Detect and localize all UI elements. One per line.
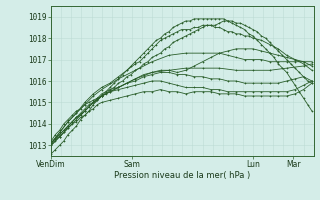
X-axis label: Pression niveau de la mer( hPa ): Pression niveau de la mer( hPa ) xyxy=(114,171,251,180)
